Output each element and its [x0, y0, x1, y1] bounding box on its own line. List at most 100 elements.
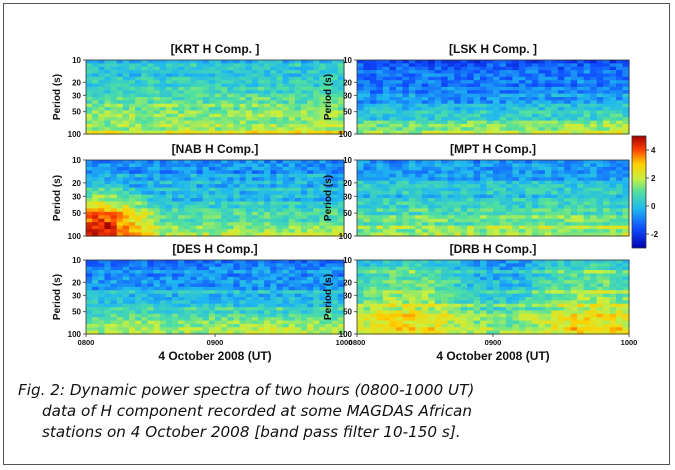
- spectrum-cell: [408, 229, 416, 234]
- spectrum-cell: [544, 191, 552, 196]
- spectrum-cell: [331, 90, 339, 95]
- spectrum-cell: [357, 204, 365, 209]
- spectrum-cell: [190, 103, 198, 108]
- spectrum-cell: [165, 229, 173, 234]
- spectrum-cell: [473, 107, 481, 112]
- spectrum-cell: [389, 191, 397, 196]
- spectrum-cell: [153, 177, 161, 182]
- spectrum-cell: [270, 120, 278, 125]
- spectrum-cell: [518, 225, 526, 230]
- spectrum-cell: [258, 225, 265, 230]
- spectrum-cell: [357, 110, 365, 115]
- spectrum-cell: [505, 263, 514, 268]
- spectrum-cell: [122, 198, 130, 203]
- spectrum-cell: [505, 130, 514, 135]
- spectrum-cell: [258, 166, 265, 171]
- spectrum-cell: [215, 263, 222, 268]
- spectrum-cell: [505, 60, 514, 64]
- spectrum-cell: [313, 113, 321, 118]
- spectrum-cell: [98, 283, 106, 288]
- spectrum-cell: [590, 208, 598, 213]
- spectrum-cell: [428, 232, 436, 237]
- spectrum-cell: [116, 201, 124, 206]
- spectrum-cell: [251, 86, 259, 91]
- spectrum-cell: [307, 317, 314, 322]
- spectrum-cell: [609, 117, 617, 122]
- spectrum-cell: [159, 184, 167, 189]
- spectrum-cell: [104, 276, 112, 281]
- spectrum-cell: [251, 208, 259, 213]
- spectrum-cell: [369, 232, 378, 237]
- spectrum-cell: [590, 120, 598, 125]
- spectrum-cell: [245, 163, 253, 168]
- spectrum-cell: [251, 100, 259, 105]
- spectrum-cell: [441, 270, 449, 275]
- spectrum-cell: [512, 110, 520, 115]
- spectrum-cell: [331, 204, 339, 209]
- spectrum-cell: [135, 293, 142, 298]
- spectrum-cell: [159, 97, 167, 101]
- spectrum-cell: [196, 276, 204, 281]
- spectrum-cell: [376, 63, 384, 68]
- spectrum-cell: [493, 218, 501, 223]
- spectrum-cell: [337, 229, 345, 234]
- spectrum-cell: [301, 327, 308, 332]
- spectrum-cell: [239, 218, 247, 223]
- spectrum-cell: [227, 266, 235, 271]
- spectrum-cell: [402, 93, 410, 98]
- spectrum-cell: [421, 90, 429, 95]
- spectrum-cell: [603, 120, 611, 125]
- spectrum-cell: [389, 177, 397, 182]
- spectrum-cell: [609, 211, 617, 216]
- spectrum-cell: [307, 117, 314, 122]
- spectrum-cell: [622, 117, 630, 122]
- spectrum-cell: [135, 297, 142, 301]
- spectrum-cell: [147, 201, 155, 206]
- spectrum-cell: [215, 232, 222, 237]
- spectrum-cell: [369, 113, 378, 118]
- spectrum-cell: [239, 303, 247, 308]
- spectrum-cell: [525, 232, 533, 237]
- spectrum-cell: [505, 73, 514, 78]
- spectrum-cell: [110, 303, 118, 308]
- spectrum-cell: [98, 303, 106, 308]
- spectrum-cell: [208, 160, 216, 165]
- spectrum-cell: [499, 273, 507, 278]
- spectrum-cell: [525, 70, 533, 75]
- spectrum-cell: [276, 191, 284, 196]
- spectrum-cell: [467, 100, 475, 105]
- spectrum-cell: [434, 163, 442, 168]
- spectrum-cell: [389, 194, 397, 199]
- spectrum-cell: [104, 180, 112, 185]
- spectrum-cell: [110, 60, 118, 64]
- spectrum-cell: [153, 320, 161, 325]
- spectrum-cell: [538, 280, 546, 285]
- spectrum-cell: [258, 198, 265, 203]
- spectrum-cell: [215, 270, 222, 275]
- spectrum-cell: [590, 184, 598, 189]
- spectrum-cell: [245, 100, 253, 105]
- spectrum-cell: [357, 218, 365, 223]
- spectrum-cell: [159, 323, 167, 328]
- spectrum-cell: [325, 266, 333, 271]
- spectrum-cell: [609, 270, 617, 275]
- spectrum-cell: [270, 260, 278, 264]
- spectrum-cell: [264, 187, 271, 192]
- spectrum-cell: [288, 93, 296, 98]
- spectrum-cell: [467, 225, 475, 230]
- spectrum-cell: [499, 229, 507, 234]
- spectrum-cell: [505, 260, 514, 264]
- spectrum-cell: [208, 127, 216, 132]
- spectrum-cell: [227, 76, 235, 81]
- spectrum-cell: [251, 180, 259, 185]
- spectrum-cell: [92, 97, 99, 101]
- spectrum-cell: [570, 163, 578, 168]
- spectrum-cell: [301, 97, 308, 101]
- spectrum-cell: [264, 73, 271, 78]
- spectrum-cell: [258, 290, 265, 295]
- spectrum-cell: [590, 93, 598, 98]
- spectrum-cell: [583, 173, 591, 178]
- spectrum-cell: [460, 198, 468, 203]
- spectrum-cell: [245, 276, 253, 281]
- spectrum-cell: [202, 194, 210, 199]
